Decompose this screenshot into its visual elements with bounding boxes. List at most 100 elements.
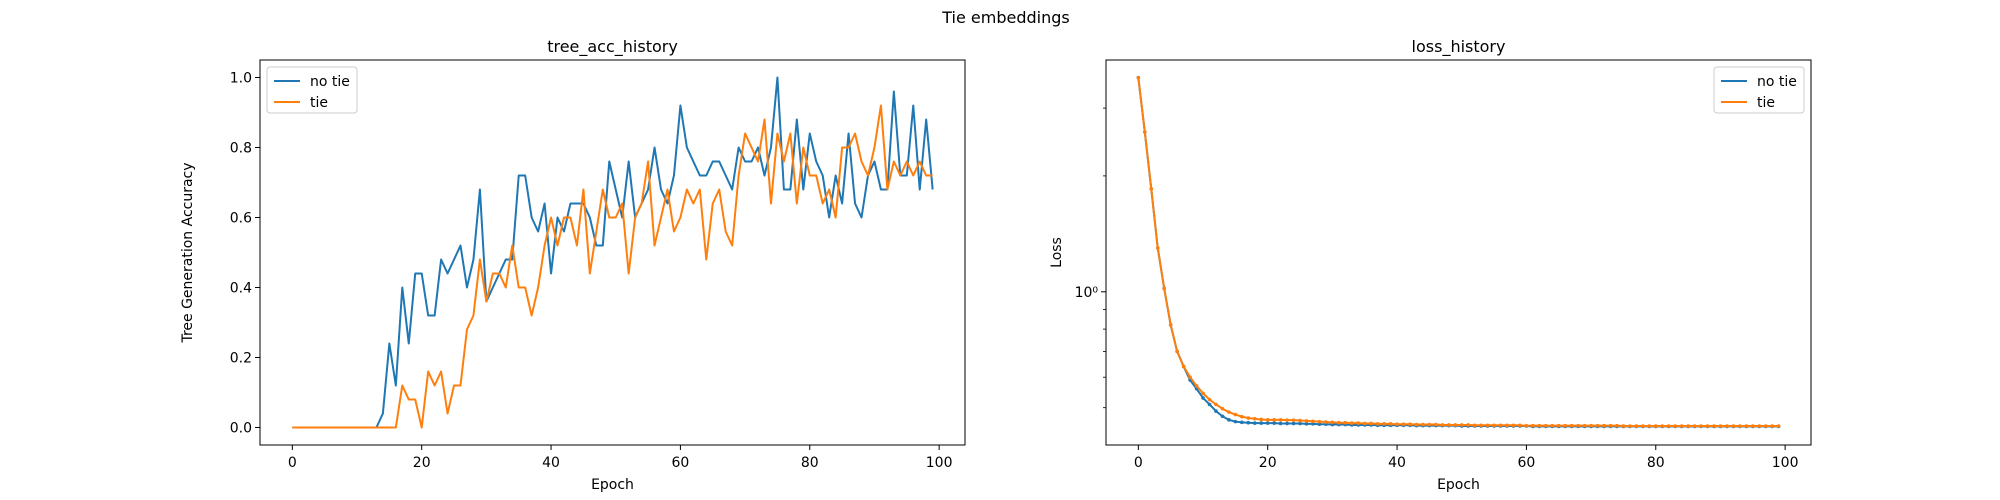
y-tick-label: 0.0 <box>230 421 252 437</box>
data-point <box>1362 421 1367 426</box>
data-point <box>1214 402 1218 407</box>
data-point <box>1653 424 1658 428</box>
data-point <box>1220 406 1225 411</box>
data-point <box>1550 423 1555 428</box>
data-point <box>1569 423 1574 428</box>
data-point <box>1136 75 1141 80</box>
y-tick-label: 0.8 <box>230 141 252 157</box>
data-point <box>1563 423 1568 428</box>
data-point <box>1492 423 1496 428</box>
legend: no tie tie <box>266 66 358 114</box>
data-point <box>1207 397 1212 402</box>
data-point <box>1278 421 1283 426</box>
data-point <box>1531 423 1535 428</box>
axes-frame <box>259 59 966 446</box>
data-point <box>1446 423 1451 427</box>
data-point <box>1660 424 1665 428</box>
data-point <box>1349 421 1354 425</box>
y-axis-label: Loss <box>1049 237 1065 268</box>
legend-label: tie <box>1757 95 1775 111</box>
data-point <box>1686 424 1690 428</box>
data-point <box>1304 422 1309 426</box>
data-point <box>1278 418 1283 422</box>
data-point <box>1317 422 1322 426</box>
data-point <box>1440 423 1445 427</box>
data-point <box>1576 423 1580 428</box>
data-point <box>1227 410 1231 414</box>
data-point <box>1227 418 1231 422</box>
figure-suptitle: Tie embeddings <box>941 8 1069 27</box>
data-point <box>1201 391 1205 396</box>
series-line-tie <box>1137 77 1779 428</box>
x-tick-label: 0 <box>1134 455 1143 471</box>
data-point <box>1770 424 1774 428</box>
data-point <box>1252 416 1257 421</box>
y-tick-label: 0.6 <box>230 211 252 227</box>
series-group <box>292 76 934 429</box>
data-point <box>1291 418 1296 422</box>
y-tick-label: 0.2 <box>230 351 252 367</box>
data-point <box>1466 423 1471 427</box>
data-point <box>1233 419 1238 424</box>
data-point <box>1143 130 1147 134</box>
data-point <box>1304 419 1309 423</box>
x-tick-label: 100 <box>1772 455 1799 471</box>
data-point <box>1395 422 1399 426</box>
data-point <box>1556 423 1561 428</box>
data-point <box>1434 422 1438 427</box>
data-point <box>1692 424 1697 428</box>
x-tick-label: 60 <box>1517 455 1535 471</box>
y-tick-label: 10⁰ <box>1075 285 1099 301</box>
data-point <box>1285 421 1289 426</box>
data-point <box>1330 420 1335 425</box>
data-point <box>1498 423 1503 428</box>
data-point <box>1408 422 1412 426</box>
data-point <box>1582 423 1587 428</box>
data-point <box>1505 423 1509 428</box>
x-tick-label: 0 <box>288 455 297 471</box>
data-point <box>1595 423 1600 428</box>
data-point <box>1763 424 1768 428</box>
x-tick-label: 80 <box>801 455 819 471</box>
data-point <box>1705 424 1710 428</box>
data-point <box>1641 424 1645 428</box>
data-point <box>1155 246 1160 250</box>
data-point <box>1214 409 1218 413</box>
legend: no tie tie <box>1713 66 1805 114</box>
data-point <box>1285 418 1289 422</box>
data-point <box>1343 420 1348 425</box>
data-point <box>1544 423 1548 428</box>
axes-frame <box>1105 59 1812 446</box>
legend-label: no tie <box>1757 74 1797 90</box>
data-point <box>1511 423 1516 428</box>
x-tick-label: 80 <box>1647 455 1665 471</box>
data-point <box>1311 422 1315 426</box>
data-point <box>1220 414 1225 419</box>
y-tick-label: 0.4 <box>230 281 252 297</box>
data-point <box>1479 423 1483 428</box>
data-point <box>1699 424 1703 428</box>
legend-label: no tie <box>310 74 350 90</box>
data-point <box>1181 364 1186 369</box>
right-subplot: 0 20 40 60 80 100 10⁰ loss_history Epoch Loss no t… <box>1049 37 1812 493</box>
data-point <box>1291 421 1296 426</box>
data-point <box>1472 423 1477 428</box>
data-point <box>1272 421 1276 425</box>
data-point <box>1628 424 1632 428</box>
x-tick-label: 100 <box>926 455 953 471</box>
data-point <box>1718 424 1723 428</box>
data-point <box>1589 423 1593 428</box>
data-point <box>1738 424 1742 428</box>
data-point <box>1608 423 1613 428</box>
data-point <box>1356 421 1361 425</box>
data-point <box>1175 349 1179 354</box>
data-point <box>1246 416 1251 420</box>
y-axis-label: Tree Generation Accuracy <box>180 162 196 343</box>
data-point <box>1757 424 1762 428</box>
legend-label: tie <box>310 95 328 111</box>
x-tick-label: 60 <box>671 455 689 471</box>
data-point <box>1240 414 1244 419</box>
data-point <box>1265 421 1270 425</box>
data-point <box>1265 418 1270 422</box>
